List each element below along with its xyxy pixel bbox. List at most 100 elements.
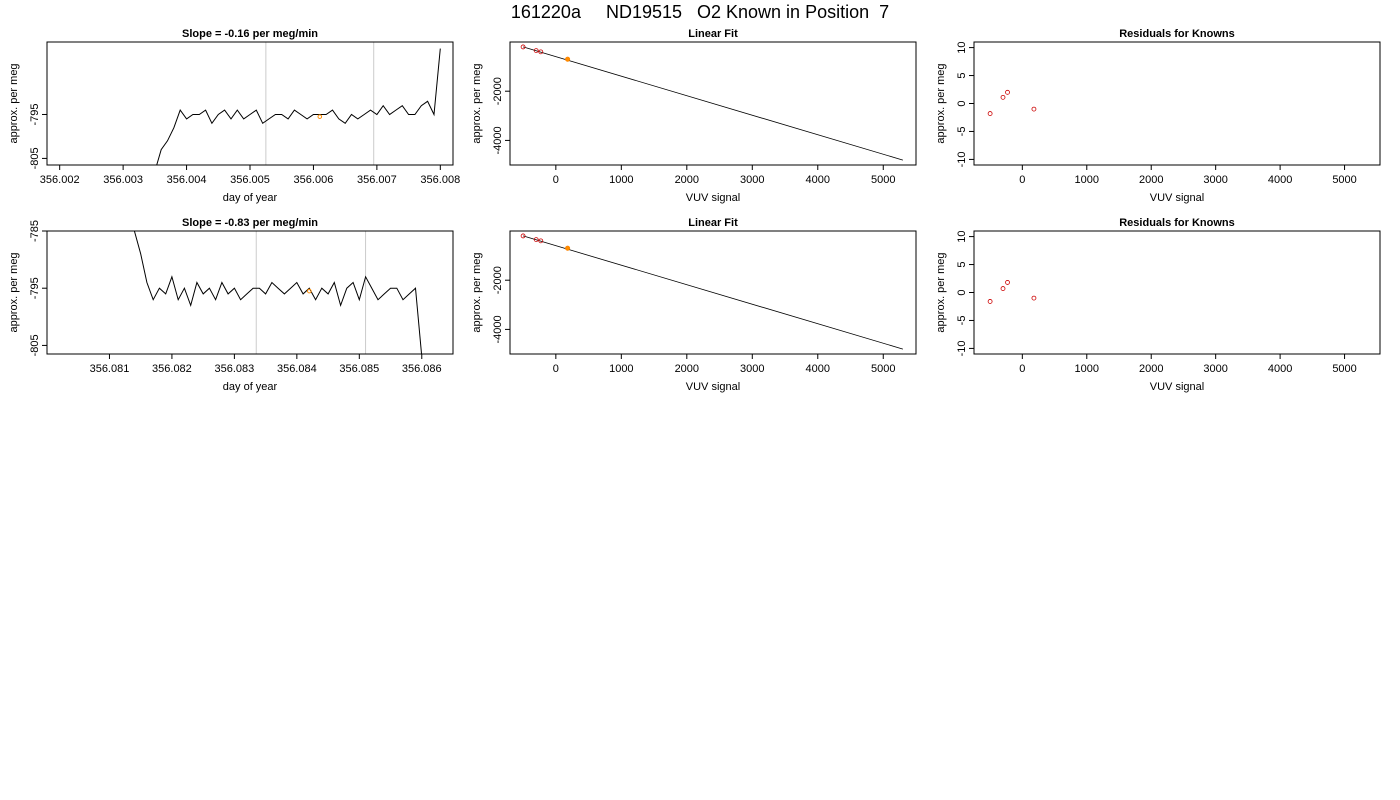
x-tick-label-4: 3000 — [740, 174, 764, 186]
x-axis-label: day of year — [223, 381, 278, 393]
y-axis-label: approx. per meg — [935, 252, 947, 332]
panel-2: Linear Fit 0 1000 2000 3000 4000 5000 -4000 -200… — [471, 28, 917, 204]
x-tick-label-4: 356.084 — [277, 363, 317, 375]
x-tick-label-3: 2000 — [675, 174, 699, 186]
highlight-point — [317, 114, 323, 119]
x-tick-label-5: 4000 — [806, 363, 830, 375]
residual-point-4 — [1031, 295, 1037, 301]
x-tick-label-6: 356.007 — [357, 174, 397, 186]
known-point-3 — [538, 49, 544, 55]
panel-4: Slope = -0.83 per meg/min 356.081 356.082 3… — [8, 217, 454, 393]
highlight-point — [565, 56, 571, 62]
y-tick-label-2: -5 — [956, 127, 968, 137]
y-tick-label-2: -2000 — [492, 266, 504, 294]
residual-point-3 — [1005, 89, 1010, 95]
y-tick-label-1: -10 — [956, 151, 968, 167]
panel-frame — [973, 230, 1381, 355]
y-tick-label-1: -4000 — [492, 126, 504, 154]
x-tick-label-1: 0 — [1019, 174, 1025, 186]
x-tick-label-3: 2000 — [1139, 363, 1163, 375]
x-tick-label-5: 356.006 — [294, 174, 334, 186]
x-tick-label-4: 3000 — [740, 363, 764, 375]
plot-area — [987, 89, 1037, 116]
x-tick-label-6: 5000 — [1332, 174, 1356, 186]
y-tick-label-4: 5 — [956, 72, 968, 78]
residual-point-2 — [1000, 94, 1006, 100]
x-tick-label-6: 5000 — [871, 363, 895, 375]
x-tick-label-1: 356.002 — [40, 174, 80, 186]
x-tick-label-2: 1000 — [609, 363, 633, 375]
x-tick-label-5: 356.085 — [339, 363, 379, 375]
y-tick-label-5: 10 — [956, 230, 968, 242]
x-tick-label-2: 356.003 — [103, 174, 143, 186]
y-tick-label-5: 10 — [956, 41, 968, 53]
known-point-3 — [538, 238, 544, 244]
y-tick-label-3: -785 — [29, 220, 41, 242]
panel-5: Linear Fit 0 1000 2000 3000 4000 5000 -4000 -200… — [471, 217, 917, 393]
panel-frame — [973, 41, 1381, 166]
x-tick-label-1: 0 — [553, 363, 559, 375]
x-tick-label-1: 0 — [1019, 363, 1025, 375]
known-point-2 — [533, 237, 539, 243]
fit-line — [522, 46, 904, 161]
highlight-point — [565, 245, 571, 251]
x-tick-label-7: 356.008 — [420, 174, 460, 186]
x-tick-label-6: 5000 — [871, 174, 895, 186]
series-line — [133, 231, 423, 354]
x-tick-label-5: 4000 — [1268, 174, 1292, 186]
panel-title: Slope = -0.83 per meg/min — [182, 217, 318, 229]
x-tick-label-3: 2000 — [675, 363, 699, 375]
panel-frame — [46, 230, 454, 355]
known-point-1 — [520, 44, 526, 50]
plot-area — [133, 231, 423, 354]
y-tick-label-1: -805 — [29, 147, 41, 169]
y-axis-label: approx. per meg — [471, 63, 483, 143]
x-tick-label-4: 3000 — [1203, 363, 1227, 375]
y-tick-label-2: -795 — [29, 277, 41, 299]
y-tick-label-2: -795 — [29, 103, 41, 125]
y-axis-label: approx. per meg — [471, 252, 483, 332]
y-tick-label-1: -805 — [29, 334, 41, 356]
y-tick-label-1: -10 — [956, 340, 968, 356]
panel-title: Linear Fit — [688, 217, 738, 229]
x-axis-label: VUV signal — [1150, 192, 1204, 204]
x-axis-label: day of year — [223, 192, 278, 204]
x-axis-label: VUV signal — [1150, 381, 1204, 393]
y-tick-label-2: -2000 — [492, 77, 504, 105]
residual-point-4 — [1031, 106, 1037, 112]
x-tick-label-6: 356.086 — [402, 363, 442, 375]
x-tick-label-2: 1000 — [1075, 363, 1099, 375]
plot-area — [520, 233, 904, 350]
residual-point-3 — [1005, 280, 1010, 285]
y-tick-label-3: 0 — [956, 100, 968, 106]
x-tick-label-6: 5000 — [1332, 363, 1356, 375]
x-tick-label-1: 356.081 — [90, 363, 130, 375]
residual-point-1 — [987, 299, 993, 304]
panel-title: Linear Fit — [688, 28, 738, 40]
y-tick-label-4: 5 — [956, 261, 968, 267]
panel-frame — [46, 41, 454, 166]
panel-frame — [509, 41, 917, 166]
x-tick-label-2: 1000 — [609, 174, 633, 186]
y-tick-label-2: -5 — [956, 316, 968, 326]
residual-point-2 — [1000, 286, 1006, 291]
x-tick-label-4: 356.005 — [230, 174, 270, 186]
y-axis-label: approx. per meg — [8, 252, 20, 332]
y-tick-label-3: 0 — [956, 289, 968, 295]
x-tick-label-3: 356.083 — [215, 363, 255, 375]
panel-frame — [509, 230, 917, 355]
panel-1: Slope = -0.16 per meg/min 356.002 356.003 3… — [8, 28, 460, 204]
x-tick-label-5: 4000 — [806, 174, 830, 186]
panel-title: Residuals for Knowns — [1119, 217, 1235, 229]
plot-area — [520, 44, 904, 161]
plot-area — [987, 280, 1037, 304]
y-tick-label-1: -4000 — [492, 315, 504, 343]
known-point-2 — [533, 48, 539, 54]
x-tick-label-1: 0 — [553, 174, 559, 186]
series-line — [156, 48, 441, 165]
known-point-1 — [520, 233, 526, 239]
panel-title: Residuals for Knowns — [1119, 28, 1235, 40]
figure-title: 161220a ND19515 O2 Known in Position 7 — [510, 2, 890, 22]
x-tick-label-3: 356.004 — [167, 174, 207, 186]
x-axis-label: VUV signal — [686, 192, 740, 204]
